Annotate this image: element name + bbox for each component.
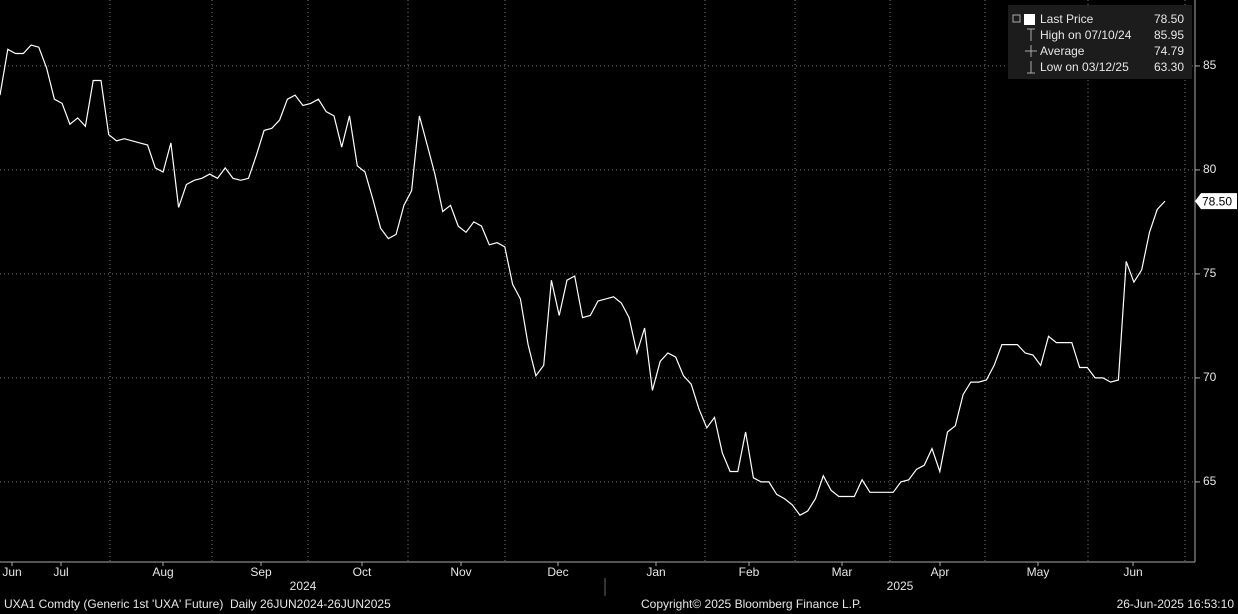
- legend-swatch: [1024, 14, 1035, 25]
- x-tick-label: Jul: [53, 565, 68, 579]
- year-label: 2025: [887, 579, 914, 593]
- y-tick-label: 85: [1203, 58, 1217, 72]
- x-tick-label: Dec: [547, 565, 568, 579]
- legend: Last Price 78.50 High on 07/10/24 85.95 Aver…: [1012, 12, 1184, 74]
- y-tick-label: 75: [1203, 266, 1217, 280]
- y-tick-label: 65: [1203, 474, 1217, 488]
- legend-label: High on 07/10/24: [1040, 28, 1132, 42]
- legend-label: Low on 03/12/25: [1040, 60, 1129, 74]
- x-tick-label: Oct: [353, 565, 372, 579]
- last-price-label: 78.50: [1202, 194, 1232, 208]
- last-price-tag: [1195, 193, 1237, 210]
- x-tick-label: Mar: [832, 565, 853, 579]
- legend-value: 85.95: [1154, 28, 1184, 42]
- x-tick-label: Feb: [739, 565, 760, 579]
- x-tick-label: Apr: [931, 565, 950, 579]
- footer-timestamp: 26-Jun-2025 16:53:10: [1117, 597, 1235, 611]
- legend-value: 78.50: [1154, 12, 1184, 26]
- legend-value: 74.79: [1154, 44, 1184, 58]
- price-line: [0, 44, 1166, 516]
- x-tick-label: Sep: [250, 565, 272, 579]
- x-tick-label: Nov: [450, 565, 471, 579]
- x-tick-label: Aug: [152, 565, 173, 579]
- plot: 65 70 75 80 85 Jun Jul Aug Sep Oct Nov Dec Jan Feb Mar…: [0, 0, 1237, 596]
- y-tick-label: 70: [1203, 370, 1217, 384]
- year-label: 2024: [290, 579, 317, 593]
- legend-label: Average: [1040, 44, 1085, 58]
- legend-toggle: [1012, 14, 1021, 23]
- x-tick-label: Jun: [2, 565, 21, 579]
- x-tick-label: Jun: [1123, 565, 1142, 579]
- x-tick-label: May: [1027, 565, 1050, 579]
- legend-box: [1008, 5, 1192, 79]
- footer-copyright: Copyright© 2025 Bloomberg Finance L.P.: [641, 597, 862, 611]
- legend-value: 63.30: [1154, 60, 1184, 74]
- y-tick-label: 80: [1203, 162, 1217, 176]
- x-tick-label: Jan: [646, 565, 665, 579]
- footer-security: UXA1 Comdty (Generic 1st 'UXA' Future) D…: [4, 597, 391, 611]
- legend-label: Last Price: [1040, 12, 1094, 26]
